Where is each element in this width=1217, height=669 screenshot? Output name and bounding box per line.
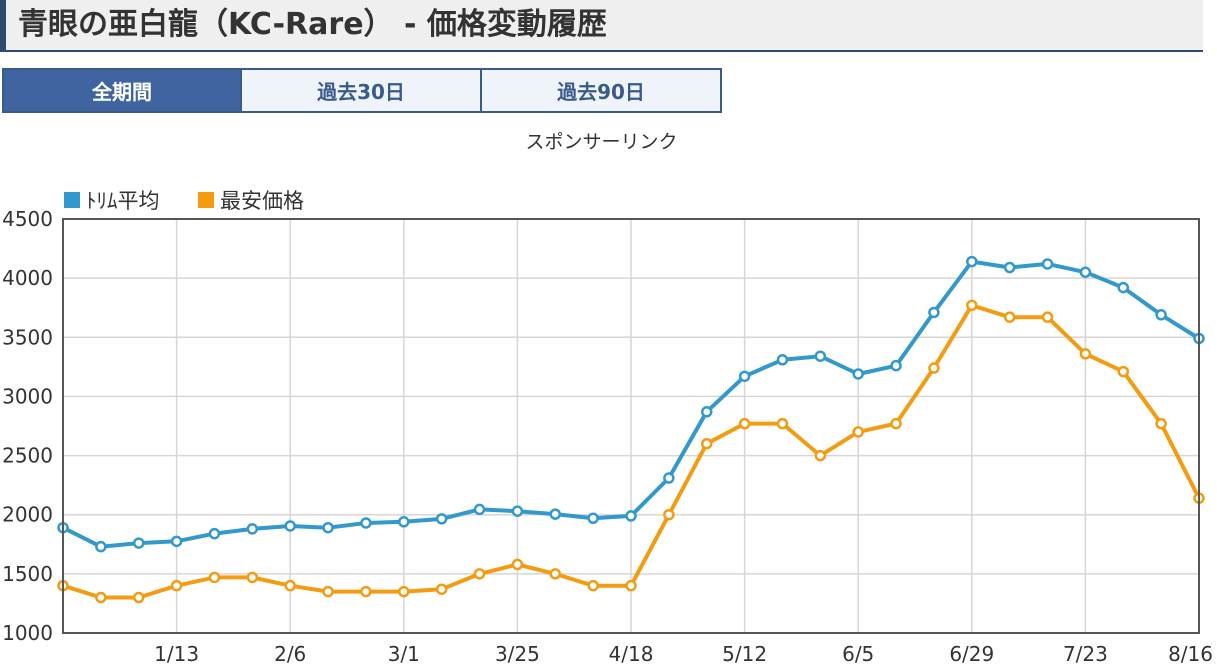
data-point <box>170 535 183 548</box>
data-point <box>473 503 486 516</box>
data-point <box>663 508 675 521</box>
data-point <box>473 568 486 580</box>
x-tick-label: 6/29 <box>949 642 994 666</box>
x-tick-label: 6/5 <box>842 642 874 666</box>
legend-label-trim-average: ﾄﾘﾑ平均 <box>86 189 160 213</box>
page-title: 青眼の亜白龍（KC-Rare） - 価格変動履歴 <box>18 7 607 42</box>
chart-legend: ﾄﾘﾑ平均 最安価格 <box>64 189 304 213</box>
data-point <box>1155 417 1167 430</box>
data-point <box>246 523 259 535</box>
data-point <box>435 513 448 525</box>
data-point <box>852 368 864 380</box>
data-point <box>966 299 978 312</box>
data-point <box>776 354 789 366</box>
y-tick-label: 4000 <box>2 266 53 290</box>
data-point <box>208 527 221 540</box>
y-tick-label: 1000 <box>2 621 53 645</box>
series-lowest-price <box>57 299 1205 604</box>
y-axis-ticks: 1000 1500 2000 2500 3000 3500 4000 4500 <box>2 207 53 645</box>
data-point <box>1003 311 1016 323</box>
x-axis-ticks: 1/13 2/6 3/1 3/25 4/18 5/12 6/5 6/29 7/23 8/16 <box>154 642 1213 666</box>
data-point <box>928 362 940 374</box>
data-point <box>132 537 145 549</box>
data-point <box>398 516 410 528</box>
x-tick-label: 7/23 <box>1063 642 1108 666</box>
plot-frame <box>62 218 1200 634</box>
y-tick-label: 3000 <box>2 384 53 408</box>
sponsor-link-label: スポンサーリンク <box>525 131 678 153</box>
legend-swatch-trim-average <box>64 192 80 208</box>
page-header: 青眼の亜白龍（KC-Rare） - 価格変動履歴 <box>0 0 1203 52</box>
x-tick-label: 2/6 <box>274 642 306 666</box>
data-point <box>1041 258 1054 270</box>
data-point <box>360 517 372 529</box>
y-tick-label: 2000 <box>2 503 53 527</box>
data-point <box>928 306 940 319</box>
y-tick-label: 3500 <box>2 325 53 349</box>
data-point <box>966 255 978 268</box>
data-point <box>776 417 789 430</box>
data-point <box>511 558 524 571</box>
data-point <box>284 579 296 592</box>
data-point <box>398 585 410 598</box>
y-tick-label: 1500 <box>2 562 53 586</box>
series-trim-average <box>57 255 1205 553</box>
y-tick-label: 2500 <box>2 444 53 468</box>
data-point <box>814 350 827 362</box>
data-point <box>1079 266 1092 278</box>
x-tick-label: 8/16 <box>1168 642 1213 666</box>
data-point <box>587 512 599 525</box>
legend-label-lowest-price: 最安価格 <box>220 189 304 213</box>
data-point <box>663 472 675 484</box>
data-point <box>625 579 637 592</box>
period-tabs: 全期間 過去30日 過去90日 <box>2 68 722 113</box>
data-point <box>1155 309 1167 321</box>
data-point <box>435 583 448 595</box>
data-point <box>322 521 334 534</box>
x-tick-label: 4/18 <box>609 642 654 666</box>
data-point <box>738 370 751 383</box>
data-point <box>360 585 372 598</box>
data-point <box>246 571 259 584</box>
data-point <box>1117 281 1130 294</box>
data-point <box>1117 365 1130 378</box>
x-tick-label: 5/12 <box>722 642 767 666</box>
data-point <box>587 579 599 592</box>
data-point <box>1079 348 1092 360</box>
data-point <box>95 540 107 553</box>
data-point <box>1041 311 1054 323</box>
data-point <box>95 591 107 604</box>
data-point <box>132 591 145 604</box>
data-point <box>700 406 713 418</box>
data-point <box>1003 261 1016 274</box>
data-point <box>625 510 637 522</box>
x-tick-label: 3/25 <box>495 642 540 666</box>
data-point <box>322 585 334 598</box>
y-tick-label: 4500 <box>2 207 53 231</box>
x-tick-label: 1/13 <box>154 642 199 666</box>
price-history-chart: ﾄﾘﾑ平均 最安価格 1000 1500 2000 2500 3000 3500 4000 4… <box>2 189 1213 666</box>
data-point <box>852 426 864 438</box>
tab-past-90-days[interactable]: 過去90日 <box>482 68 722 113</box>
data-point <box>170 579 183 592</box>
data-point <box>549 508 562 520</box>
x-tick-label: 3/1 <box>388 642 420 666</box>
data-point <box>284 520 296 532</box>
data-point <box>738 417 751 430</box>
data-point <box>208 571 221 584</box>
tab-all-period[interactable]: 全期間 <box>2 68 242 113</box>
data-point <box>890 417 902 430</box>
data-point <box>549 568 562 580</box>
data-point <box>814 449 827 462</box>
data-point <box>700 437 713 450</box>
chart-grid <box>63 218 1199 634</box>
data-point <box>511 505 524 517</box>
data-point <box>890 359 902 372</box>
chart-series <box>57 255 1205 604</box>
legend-swatch-lowest-price <box>198 192 214 208</box>
tab-past-30-days[interactable]: 過去30日 <box>242 68 482 113</box>
